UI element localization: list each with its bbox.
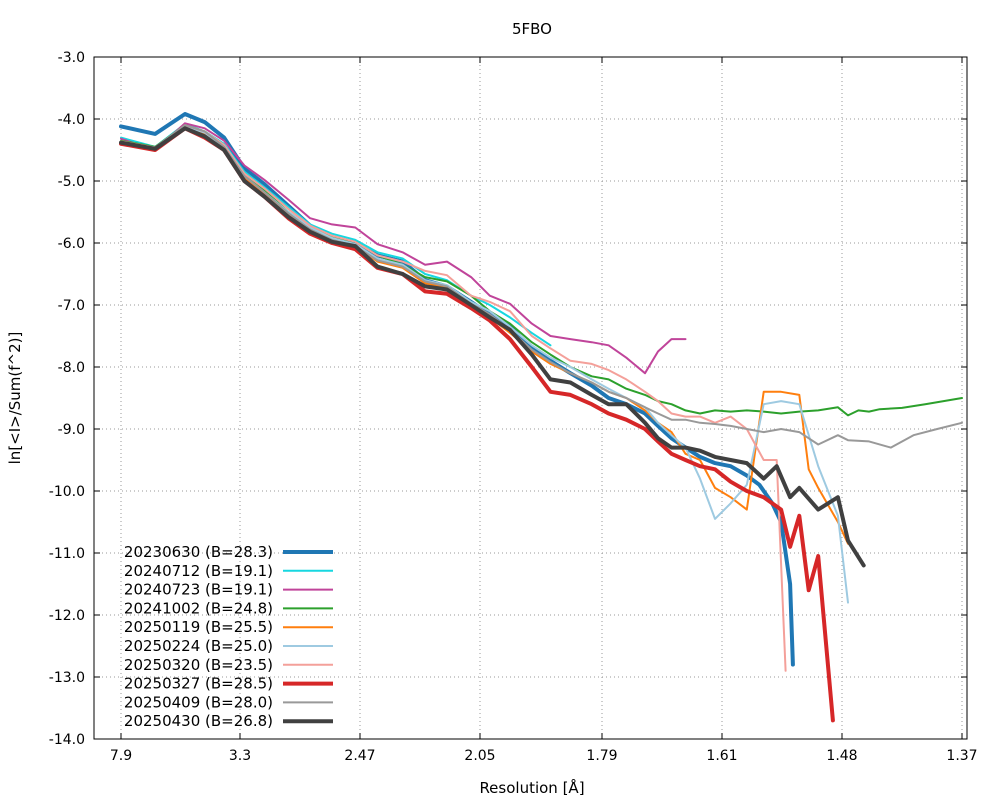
y-tick-label: -11.0 (49, 546, 85, 562)
x-tick-label: 2.47 (344, 748, 375, 764)
series-line-20250320 (120, 124, 787, 672)
y-tick-label: -8.0 (58, 360, 85, 376)
y-tick-label: -14.0 (49, 732, 85, 748)
plot-frame (93, 56, 968, 740)
series-line-20250430 (119, 126, 866, 568)
x-tick-label: 7.9 (110, 748, 132, 764)
legend-label: 20250224 (B=25.0) (124, 637, 273, 655)
legend-label: 20241002 (B=24.8) (124, 599, 273, 617)
legend-label: 20250409 (B=28.0) (124, 693, 273, 711)
legend-label: 20250119 (B=25.5) (124, 618, 273, 636)
legend-label: 20250320 (B=23.5) (124, 656, 273, 674)
y-tick-label: -3.0 (58, 50, 85, 66)
x-tick-label: 1.37 (946, 748, 977, 764)
y-tick-label: -13.0 (49, 670, 85, 686)
y-tick-label: -9.0 (58, 422, 85, 438)
series-line-20250224 (120, 125, 849, 604)
legend-label: 20230630 (B=28.3) (124, 543, 273, 561)
y-tick-label: -10.0 (49, 484, 85, 500)
series-layer (119, 112, 963, 723)
series-line-20250119 (120, 127, 849, 545)
x-tick-label: 1.48 (826, 748, 857, 764)
x-tick-label: 3.3 (229, 748, 251, 764)
x-axis-ticks: 7.9 3.3 2.47 2.05 1.79 1.61 1.48 1.37 (110, 57, 978, 764)
chart-title: 5FBO (512, 20, 552, 38)
y-tick-label: -4.0 (58, 112, 85, 128)
y-tick-label: -6.0 (58, 236, 85, 252)
series-line-20240723 (120, 122, 687, 375)
legend: 20230630 (B=28.3)20240712 (B=19.1)202407… (124, 543, 333, 730)
x-tick-label: 1.79 (586, 748, 617, 764)
legend-label: 20240712 (B=19.1) (124, 562, 273, 580)
x-axis-label: Resolution [Å] (479, 778, 584, 797)
series-line-20250409 (120, 124, 963, 449)
legend-label: 20240723 (B=19.1) (124, 581, 273, 599)
legend-label: 20250430 (B=26.8) (124, 712, 273, 730)
y-tick-label: -5.0 (58, 174, 85, 190)
y-tick-label: -12.0 (49, 608, 85, 624)
y-axis-label: ln[<I>/Sum(f^2)] (6, 332, 24, 465)
x-tick-label: 1.61 (706, 748, 737, 764)
y-tick-label: -7.0 (58, 298, 85, 314)
y-axis-ticks: -3.0 -4.0 -5.0 -6.0 -7.0 -8.0 -9.0 -10.0 -11.0 -1… (49, 50, 967, 748)
x-tick-label: 2.05 (464, 748, 495, 764)
legend-label: 20250327 (B=28.5) (124, 675, 273, 693)
